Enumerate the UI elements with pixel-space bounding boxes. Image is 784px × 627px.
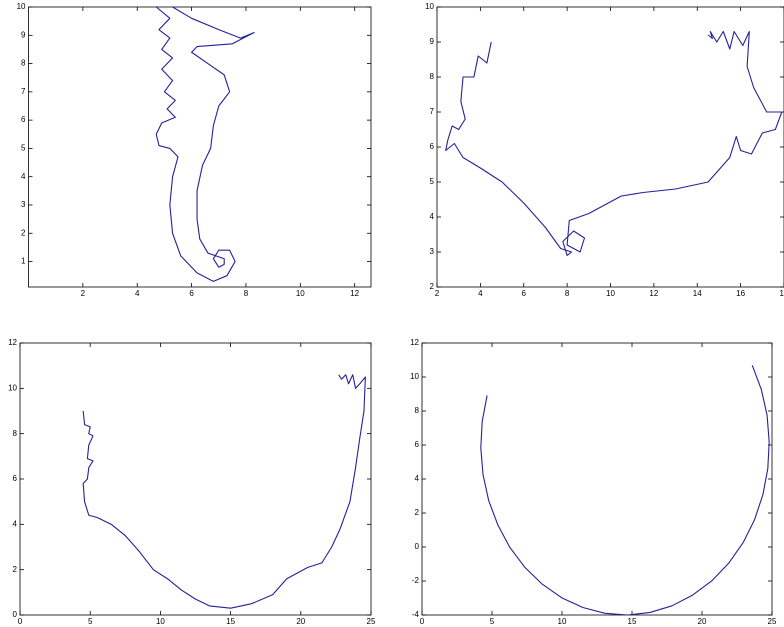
- y-tick-label: 9: [21, 30, 26, 39]
- y-tick-label: 5: [21, 144, 26, 153]
- y-tick-label: 8: [13, 429, 18, 438]
- x-tick-label: 10: [156, 617, 165, 626]
- y-tick-label: 2: [430, 282, 435, 291]
- y-tick-label: 3: [21, 200, 26, 209]
- y-tick-label: 6: [21, 115, 26, 124]
- line-series: [155, 7, 255, 282]
- x-tick-label: 4: [478, 289, 483, 298]
- y-tick-label: 6: [430, 142, 435, 151]
- subplot: 2 4 6 8 10 12 14 16 18 2 3 4 5 6 7 8 9 10: [425, 2, 784, 298]
- axes-box: [19, 342, 372, 616]
- y-tick-label: 9: [430, 37, 435, 46]
- y-tick-label: 4: [13, 519, 18, 528]
- x-tick-label: 5: [88, 617, 93, 626]
- x-tick-label: 6: [522, 289, 527, 298]
- x-tick-label: 0: [420, 617, 425, 626]
- y-tick-label: 4: [415, 474, 420, 483]
- x-tick-label: 20: [698, 617, 707, 626]
- y-tick-label: 1: [21, 257, 26, 266]
- y-tick-label: 10: [410, 372, 419, 381]
- x-tick-label: 12: [649, 289, 658, 298]
- x-tick-label: 0: [18, 617, 23, 626]
- x-tick-label: 25: [768, 617, 777, 626]
- y-tick-label: 2: [415, 508, 420, 517]
- y-tick-label: 5: [430, 177, 435, 186]
- x-tick-label: 18: [780, 289, 784, 298]
- x-tick-label: 10: [558, 617, 567, 626]
- x-tick-label: 15: [226, 617, 235, 626]
- x-tick-label: 8: [244, 289, 249, 298]
- x-tick-label: 20: [296, 617, 305, 626]
- x-tick-label: 2: [81, 289, 86, 298]
- x-tick-label: 25: [367, 617, 376, 626]
- y-tick-label: 2: [13, 565, 18, 574]
- x-tick-label: 15: [628, 617, 637, 626]
- y-tick-label: 0: [13, 610, 18, 619]
- y-tick-label: 3: [430, 247, 435, 256]
- y-tick-label: 10: [8, 383, 17, 392]
- line-series: [445, 30, 783, 257]
- y-tick-label: 12: [8, 338, 17, 347]
- axes-box: [28, 6, 372, 288]
- x-tick-label: 2: [435, 289, 440, 298]
- axes-box: [436, 6, 784, 288]
- axes-box: [421, 342, 773, 616]
- y-tick-label: 4: [21, 172, 26, 181]
- y-tick-label: 7: [21, 87, 26, 96]
- y-tick-label: 8: [415, 406, 420, 415]
- y-tick-label: 10: [17, 2, 26, 11]
- y-tick-label: 12: [410, 338, 419, 347]
- y-tick-label: -2: [412, 576, 420, 585]
- x-tick-label: 12: [350, 289, 359, 298]
- line-series: [82, 374, 366, 609]
- x-tick-label: 10: [606, 289, 615, 298]
- y-tick-label: 7: [430, 107, 435, 116]
- subplot: 0 5 10 15 20 25 -4 -2 0 2 4 6 8 10 12: [410, 338, 777, 626]
- y-tick-label: -4: [412, 610, 420, 619]
- x-tick-label: 4: [135, 289, 140, 298]
- x-tick-label: 14: [693, 289, 702, 298]
- y-tick-label: 0: [415, 542, 420, 551]
- subplot: 0 5 10 15 20 25 0 2 4 6 8 10 12: [8, 338, 376, 626]
- x-tick-label: 10: [296, 289, 305, 298]
- x-tick-label: 5: [490, 617, 495, 626]
- x-tick-label: 16: [736, 289, 745, 298]
- y-tick-label: 2: [21, 228, 26, 237]
- y-tick-label: 4: [430, 212, 435, 221]
- y-tick-label: 10: [425, 2, 434, 11]
- y-tick-label: 6: [13, 474, 18, 483]
- y-tick-label: 6: [415, 440, 420, 449]
- line-series: [480, 365, 770, 615]
- x-tick-label: 8: [565, 289, 570, 298]
- y-tick-label: 8: [21, 59, 26, 68]
- x-tick-label: 6: [189, 289, 194, 298]
- y-tick-label: 8: [430, 72, 435, 81]
